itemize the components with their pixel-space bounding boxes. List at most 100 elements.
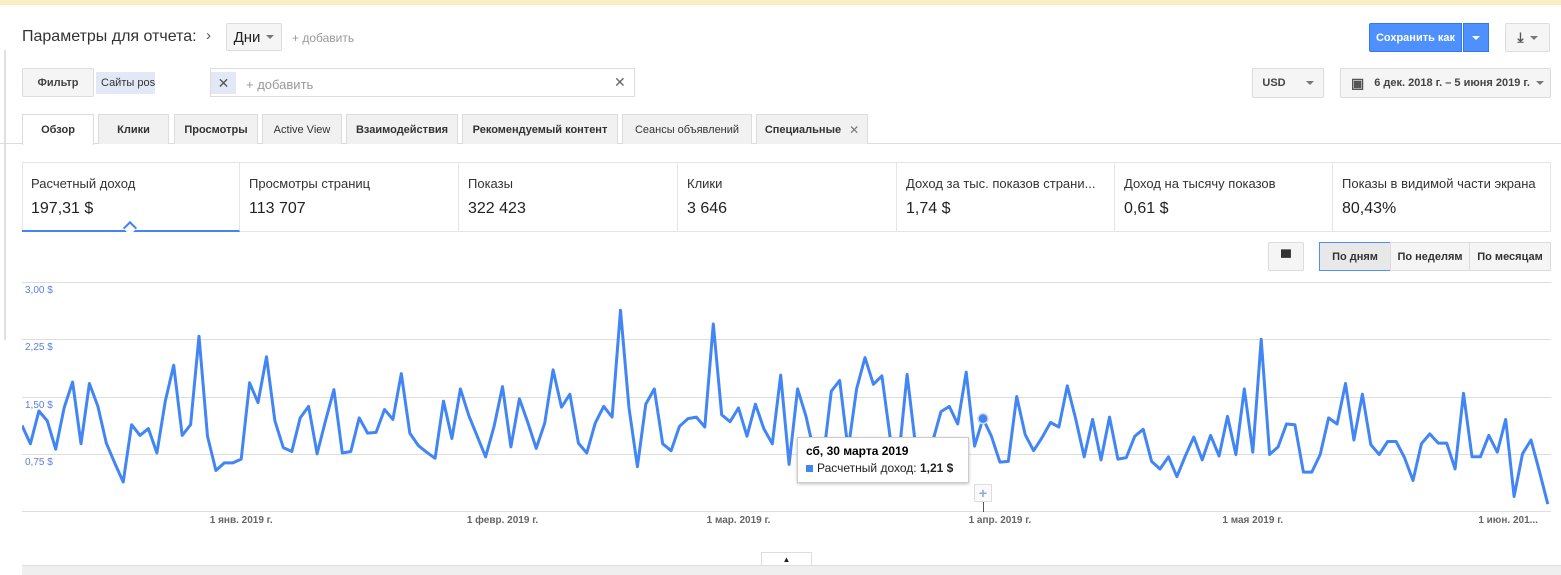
data-point[interactable] — [1055, 423, 1063, 431]
data-point[interactable] — [962, 368, 970, 376]
data-point[interactable] — [111, 459, 119, 467]
data-point[interactable] — [246, 379, 254, 387]
save-as-button[interactable]: Сохранить как — [1369, 23, 1462, 52]
data-point[interactable] — [482, 453, 490, 461]
metric-page-rpm[interactable]: Доход за тыс. показов страни... 1,74 $ — [897, 162, 1115, 232]
tab-active-view[interactable]: Active View — [262, 114, 342, 144]
currency-dropdown[interactable]: USD — [1252, 68, 1324, 98]
data-point[interactable] — [119, 478, 127, 486]
data-point[interactable] — [1375, 451, 1383, 459]
data-point[interactable] — [760, 425, 768, 433]
data-point[interactable] — [128, 421, 136, 429]
granularity-month[interactable]: По месяцам — [1469, 242, 1551, 271]
data-point[interactable] — [532, 444, 540, 452]
data-point[interactable] — [1063, 382, 1071, 390]
data-point[interactable] — [1510, 492, 1518, 500]
data-point[interactable] — [768, 440, 776, 448]
data-point[interactable] — [102, 439, 110, 447]
data-point[interactable] — [1030, 447, 1038, 455]
data-point[interactable] — [229, 459, 237, 467]
data-point[interactable] — [878, 372, 886, 380]
metric-page-views[interactable]: Просмотры страниц 113 707 — [240, 162, 459, 232]
data-point[interactable] — [1080, 453, 1088, 461]
data-point[interactable] — [1097, 456, 1105, 464]
data-point[interactable] — [1493, 448, 1501, 456]
download-button[interactable]: ⤓ — [1505, 23, 1550, 52]
data-point[interactable] — [313, 450, 321, 458]
data-point[interactable] — [136, 431, 144, 439]
data-point[interactable] — [633, 463, 641, 471]
data-point[interactable] — [170, 361, 178, 369]
data-point[interactable] — [1139, 425, 1147, 433]
data-point[interactable] — [1476, 453, 1484, 461]
data-point[interactable] — [507, 443, 515, 451]
metric-clicks[interactable]: Клики 3 646 — [678, 162, 897, 232]
data-point[interactable] — [338, 449, 346, 457]
data-point[interactable] — [490, 422, 498, 430]
data-point[interactable] — [1164, 453, 1172, 461]
data-point[interactable] — [1198, 456, 1206, 464]
data-point[interactable] — [785, 460, 793, 468]
data-point[interactable] — [380, 405, 388, 413]
data-point[interactable] — [1342, 380, 1350, 388]
data-point[interactable] — [718, 411, 726, 419]
filter-input[interactable] — [210, 68, 635, 97]
data-point[interactable] — [431, 454, 439, 462]
data-point[interactable] — [701, 423, 709, 431]
data-point[interactable] — [667, 447, 675, 455]
data-point[interactable] — [1089, 415, 1097, 423]
data-point[interactable] — [1131, 432, 1139, 440]
data-point[interactable] — [1434, 439, 1442, 447]
data-point[interactable] — [1358, 390, 1366, 398]
filter-button[interactable]: Фильтр — [22, 68, 94, 97]
data-point[interactable] — [1223, 412, 1231, 420]
data-point[interactable] — [1038, 434, 1046, 442]
data-point[interactable] — [237, 455, 245, 463]
data-point[interactable] — [650, 385, 658, 393]
data-point[interactable] — [1485, 431, 1493, 439]
remove-chip-icon[interactable]: ✕ — [211, 72, 236, 94]
data-point[interactable] — [1291, 421, 1299, 429]
data-point[interactable] — [389, 415, 397, 423]
data-point[interactable] — [583, 449, 591, 457]
data-point[interactable] — [1266, 451, 1274, 459]
data-point[interactable] — [262, 353, 270, 361]
data-point[interactable] — [1460, 389, 1468, 397]
metric-impression-rpm[interactable]: Доход на тысячу показов 0,61 $ — [1115, 162, 1333, 232]
data-point[interactable] — [751, 400, 759, 408]
data-point[interactable] — [423, 448, 431, 456]
data-point[interactable] — [937, 408, 945, 416]
metric-impressions[interactable]: Показы 322 423 — [459, 162, 678, 232]
data-point[interactable] — [1013, 393, 1021, 401]
data-point[interactable] — [203, 432, 211, 440]
data-point[interactable] — [1401, 454, 1409, 462]
data-point[interactable] — [1502, 415, 1510, 423]
data-point[interactable] — [1299, 468, 1307, 476]
tab-views[interactable]: Просмотры — [174, 114, 258, 144]
metric-estimated-earnings[interactable]: Расчетный доход 197,31 $ — [22, 162, 240, 236]
data-point[interactable] — [836, 376, 844, 384]
data-point[interactable] — [414, 441, 422, 449]
data-point[interactable] — [195, 332, 203, 340]
data-point[interactable] — [448, 434, 456, 442]
tab-overview[interactable]: Обзор — [22, 114, 94, 145]
data-point[interactable] — [996, 458, 1004, 466]
data-point[interactable] — [465, 412, 473, 420]
data-point[interactable] — [1308, 468, 1316, 476]
data-point[interactable] — [1384, 438, 1392, 446]
data-point[interactable] — [397, 370, 405, 378]
close-icon[interactable]: ✕ — [849, 122, 860, 137]
data-point[interactable] — [1122, 454, 1130, 462]
collapse-toggle[interactable]: ▲ — [761, 552, 812, 566]
data-point[interactable] — [1207, 431, 1215, 439]
data-point[interactable] — [1232, 451, 1240, 459]
data-point[interactable] — [987, 432, 995, 440]
data-point[interactable] — [515, 395, 523, 403]
tab-custom[interactable]: Специальные ✕ — [756, 114, 868, 144]
data-point[interactable] — [684, 415, 692, 423]
data-point[interactable] — [1468, 453, 1476, 461]
save-options-button[interactable] — [1463, 23, 1489, 52]
data-point[interactable] — [271, 417, 279, 425]
data-point[interactable] — [1392, 438, 1400, 446]
data-point[interactable] — [802, 412, 810, 420]
